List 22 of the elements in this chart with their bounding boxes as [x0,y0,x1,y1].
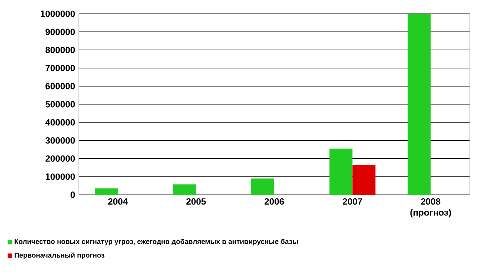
y-tick-label: 0 [70,192,76,198]
y-tick-label: 800000 [46,47,76,54]
bar [95,188,118,195]
y-tick-label: 200000 [46,156,76,162]
bar [252,178,275,195]
y-tick-label: 1000000 [41,10,76,18]
bar [330,148,353,195]
y-tick-label: 900000 [46,28,76,36]
bar [173,184,196,195]
x-tick-label: 2004 [108,198,128,205]
bar [352,164,376,195]
y-tick-label: 300000 [46,138,76,144]
x-tick-label: 2007 [343,198,362,205]
y-tick-label: 400000 [46,119,76,126]
y-tick-label: 700000 [46,65,76,72]
y-tick-label: 500000 [46,101,76,108]
y-tick-label: 600000 [46,83,76,90]
y-tick-label: 100000 [46,174,76,180]
x-tick-label: 2008 (прогноз) [410,198,452,218]
x-tick-label: 2005 [186,198,206,205]
bar [408,14,431,195]
x-tick-label: 2006 [264,198,284,205]
